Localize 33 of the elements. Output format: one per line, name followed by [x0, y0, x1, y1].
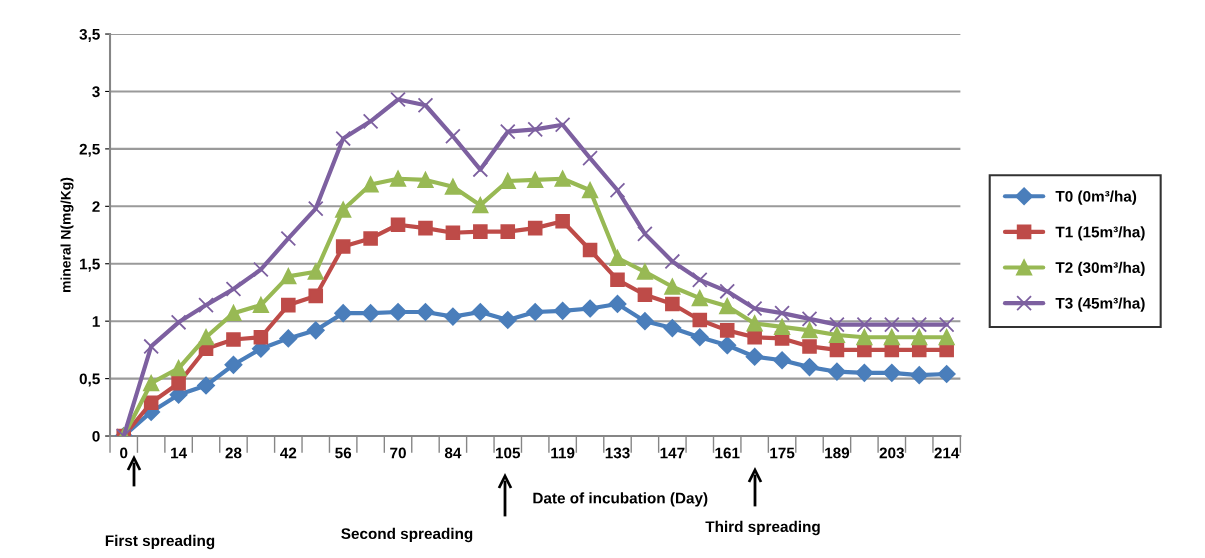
text: Second spreading [341, 527, 473, 543]
x-tick-label: 214 [934, 447, 960, 459]
x-tick-label: 28 [225, 447, 242, 459]
x-tick-label: 0 [120, 447, 128, 459]
x-tick-label: 175 [770, 447, 795, 459]
x-tick-label: 70 [390, 447, 406, 459]
x-tick-label: 105 [495, 447, 521, 459]
x-tick-label: 133 [605, 447, 630, 459]
x-tick-label: 14 [171, 447, 188, 459]
text: First spreading [105, 534, 215, 550]
legend-label: T0 (0m³/ha) [1055, 190, 1137, 205]
text: Third spreading [705, 520, 820, 536]
x-tick-label: 119 [551, 447, 575, 459]
y-tick-label: 0,5 [79, 373, 100, 387]
y-tick-label: 3,5 [79, 28, 100, 42]
y-tick-label: 2 [92, 201, 100, 212]
x-tick-label: 161 [715, 447, 740, 459]
x-tick-label: 189 [825, 447, 850, 459]
x-tick-label: 42 [280, 447, 297, 459]
x-tick-label: 56 [335, 447, 352, 459]
y-tick-label: 0 [92, 430, 100, 442]
legend-label: T2 (30m³/ha) [1055, 261, 1145, 277]
x-tick-label: 147 [660, 447, 685, 459]
legend-label: T3 (45m³/ha) [1055, 297, 1145, 312]
y-axis-title: mineral N(mg/Kg) [60, 177, 74, 292]
y-tick-label: 3 [92, 86, 100, 98]
x-tick-label: 203 [879, 447, 904, 459]
y-tick-label: 2,5 [79, 143, 100, 157]
legend-label: T1 (15m³/ha) [1055, 226, 1145, 241]
y-tick-label: 1,5 [80, 258, 100, 272]
y-tick-label: 1 [92, 316, 100, 327]
x-tick-label: 84 [444, 447, 462, 459]
x-axis-title: Date of incubation (Day) [533, 492, 708, 507]
